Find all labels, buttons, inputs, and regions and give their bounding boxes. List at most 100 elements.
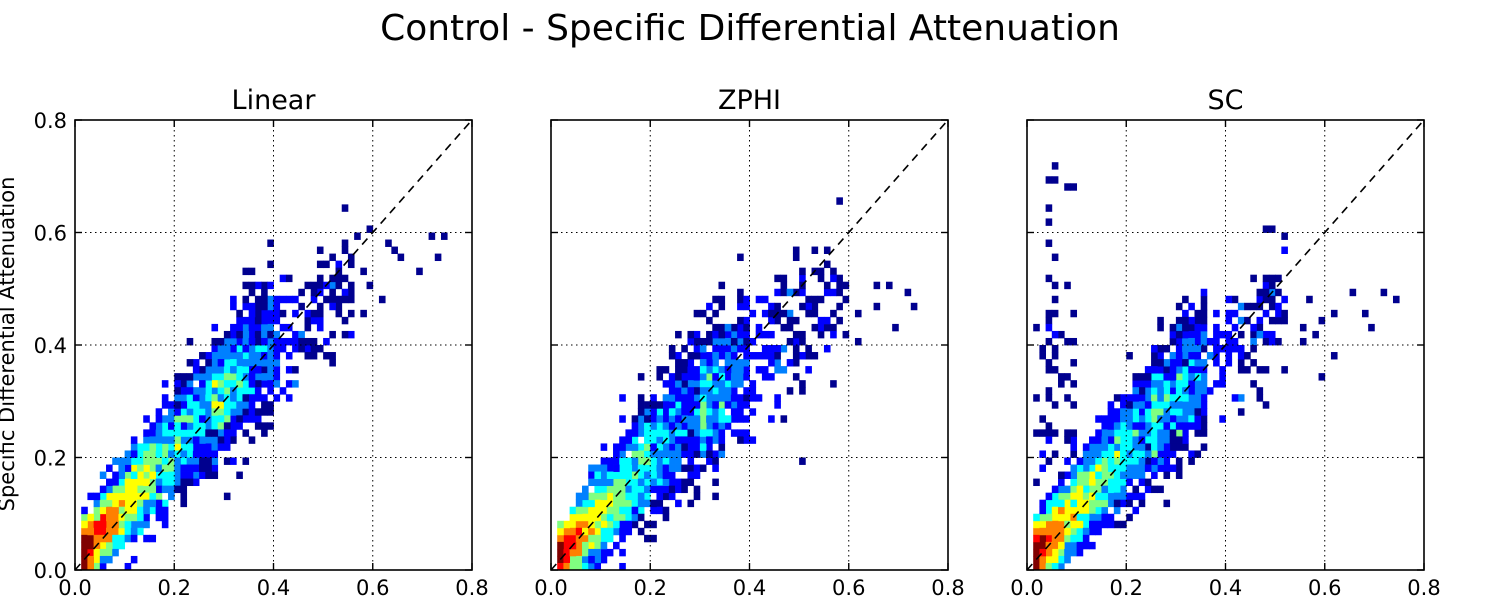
heatmap-cell <box>712 295 719 304</box>
heatmap-cell <box>1064 485 1071 494</box>
heatmap-cell <box>699 464 707 472</box>
heatmap-cell <box>656 366 664 374</box>
heatmap-cell <box>588 499 595 508</box>
heatmap-cell <box>1151 394 1158 402</box>
heatmap-cell <box>1268 274 1276 283</box>
heatmap-cell <box>619 415 626 423</box>
heatmap-cell <box>1120 471 1127 479</box>
heatmap-cell <box>1076 506 1084 515</box>
heatmap-cell <box>687 499 695 508</box>
heatmap-cell <box>656 429 664 437</box>
heatmap-cell <box>730 387 738 395</box>
heatmap-cell <box>137 527 144 536</box>
heatmap-cell <box>310 352 318 360</box>
heatmap-cell <box>693 471 701 479</box>
heatmap-cell <box>87 534 95 543</box>
heatmap-cell <box>718 436 726 444</box>
heatmap-cell <box>161 401 169 409</box>
heatmap-cell <box>205 457 212 465</box>
heatmap-cell <box>1082 443 1090 451</box>
heatmap-cell <box>1113 429 1121 437</box>
heatmap-cell <box>1089 520 1096 529</box>
heatmap-cell <box>186 471 194 479</box>
heatmap-cell <box>242 345 250 353</box>
heatmap-cell <box>668 352 676 360</box>
heatmap-cell <box>1082 492 1090 501</box>
heatmap-cell <box>1262 295 1270 304</box>
heatmap-cell <box>1157 359 1164 367</box>
heatmap-cell <box>1188 450 1195 458</box>
heatmap-cell <box>1206 352 1214 360</box>
heatmap-cell <box>681 478 688 487</box>
heatmap-cell <box>1138 429 1146 437</box>
heatmap-cell <box>799 274 806 283</box>
heatmap-cell <box>1175 330 1183 339</box>
heatmap-cell <box>619 485 626 494</box>
heatmap-cell <box>304 352 312 360</box>
heatmap-cell <box>254 337 262 346</box>
heatmap-cell <box>230 380 237 388</box>
heatmap-cell <box>1151 429 1158 437</box>
heatmap-cell <box>273 309 281 318</box>
heatmap-cell <box>1064 541 1071 550</box>
heatmap-cell <box>1039 562 1047 571</box>
heatmap-cell <box>600 478 608 487</box>
heatmap-cell <box>124 457 132 465</box>
heatmap-cell <box>1101 492 1109 501</box>
heatmap-cell <box>341 246 349 254</box>
heatmap-cell <box>1113 450 1121 458</box>
heatmap-cell <box>230 415 237 423</box>
heatmap-cell <box>885 281 893 290</box>
heatmap-cell <box>675 380 682 388</box>
heatmap-cell <box>143 450 150 458</box>
heatmap-cell <box>817 267 825 276</box>
heatmap-cell <box>706 359 713 367</box>
heatmap-cell <box>619 443 626 451</box>
heatmap-cell <box>1138 387 1146 395</box>
heatmap-cell <box>1268 225 1276 233</box>
heatmap-cell <box>737 366 744 374</box>
heatmap-cell <box>1058 527 1065 536</box>
heatmap-cell <box>397 253 405 262</box>
heatmap-cell <box>1113 471 1121 479</box>
heatmap-cell <box>180 443 188 451</box>
heatmap-cell <box>230 330 237 339</box>
heatmap-cell <box>137 520 144 529</box>
heatmap-cell <box>687 478 695 487</box>
heatmap-cell <box>87 548 95 557</box>
heatmap-cell <box>230 401 237 409</box>
heatmap-cell <box>1051 548 1059 557</box>
heatmap-cell <box>192 443 200 451</box>
heatmap-cell <box>563 555 571 564</box>
heatmap-cell <box>1262 225 1270 233</box>
heatmap-cell <box>180 415 188 423</box>
heatmap-cell <box>87 541 95 550</box>
heatmap-cell <box>1200 309 1208 318</box>
heatmap-cell <box>1151 359 1158 367</box>
heatmap-cell <box>180 457 188 465</box>
heatmap-cell <box>613 457 620 465</box>
heatmap-cell <box>1188 457 1195 465</box>
heatmap-cell <box>1206 387 1214 395</box>
heatmap-cell <box>817 295 825 304</box>
heatmap-cell <box>1200 345 1208 353</box>
heatmap-cell <box>1163 380 1171 388</box>
heatmap-cell <box>619 471 626 479</box>
heatmap-cell <box>730 366 738 374</box>
heatmap-cell <box>619 527 626 536</box>
heatmap-cell <box>749 352 757 360</box>
heatmap-cell <box>1250 380 1257 388</box>
heatmap-cell <box>830 267 837 276</box>
heatmap-cell <box>1058 534 1065 543</box>
heatmap-cell <box>1070 534 1078 543</box>
heatmap-cell <box>799 457 806 465</box>
heatmap-cell <box>1151 436 1158 444</box>
heatmap-cell <box>192 359 200 367</box>
heatmap-cell <box>130 457 138 465</box>
heatmap-cell <box>168 429 175 437</box>
heatmap-cell <box>205 471 212 479</box>
heatmap-cell <box>724 422 732 430</box>
heatmap-cell <box>1163 415 1171 423</box>
heatmap-cell <box>106 464 113 472</box>
heatmap-cell <box>712 359 719 367</box>
